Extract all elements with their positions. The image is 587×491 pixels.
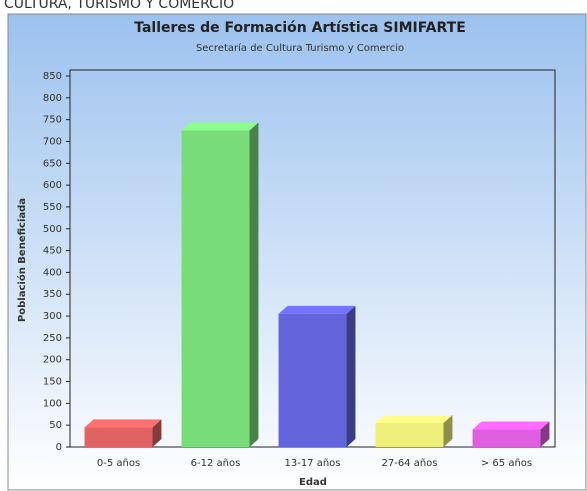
y-tick-label: 50 xyxy=(49,420,62,431)
bar xyxy=(472,429,541,447)
y-tick-label: 300 xyxy=(43,311,62,322)
y-tick-label: 150 xyxy=(43,377,62,388)
y-axis-label: Población Beneficiada xyxy=(16,198,28,322)
chart-subtitle: Secretaría de Cultura Turismo y Comercio xyxy=(196,42,404,54)
bar-side xyxy=(249,122,259,447)
y-tick-label: 0 xyxy=(56,442,62,453)
y-tick-label: 450 xyxy=(43,246,62,257)
chart-title: Talleres de Formación Artística SIMIFART… xyxy=(134,20,466,36)
x-tick-label: > 65 años xyxy=(481,458,532,469)
bar-top xyxy=(181,122,259,131)
y-tick-label: 550 xyxy=(43,202,62,213)
bar-top xyxy=(375,414,453,423)
x-axis-label: Edad xyxy=(299,477,327,488)
bar xyxy=(375,422,444,447)
y-tick-label: 850 xyxy=(43,71,62,82)
bar xyxy=(278,313,347,447)
y-tick-label: 350 xyxy=(43,289,62,300)
header: CULTURA, TURISMO Y COMERCIO xyxy=(4,0,234,12)
y-tick-label: 750 xyxy=(43,115,62,126)
y-tick-label: 400 xyxy=(43,267,62,278)
bar-side xyxy=(346,305,356,447)
bar-top xyxy=(278,305,356,314)
x-tick-label: 27-64 años xyxy=(381,458,437,469)
y-tick-label: 700 xyxy=(43,136,62,147)
x-tick-label: 0-5 años xyxy=(97,458,140,469)
bar-side xyxy=(540,421,550,447)
bar xyxy=(84,427,153,447)
bar xyxy=(181,130,250,447)
x-tick-label: 6-12 años xyxy=(191,458,241,469)
x-tick-label: 13-17 años xyxy=(284,458,340,469)
y-tick-label: 500 xyxy=(43,224,62,235)
y-tick-label: 200 xyxy=(43,355,62,366)
y-tick-label: 650 xyxy=(43,158,62,169)
bar-top xyxy=(84,419,162,428)
bar-side xyxy=(152,419,162,447)
y-tick-label: 100 xyxy=(43,398,62,409)
y-tick-label: 250 xyxy=(43,333,62,344)
y-tick-label: 600 xyxy=(43,180,62,191)
y-tick-label: 800 xyxy=(43,93,62,104)
bar-top xyxy=(472,421,550,430)
bar-side xyxy=(443,414,453,447)
